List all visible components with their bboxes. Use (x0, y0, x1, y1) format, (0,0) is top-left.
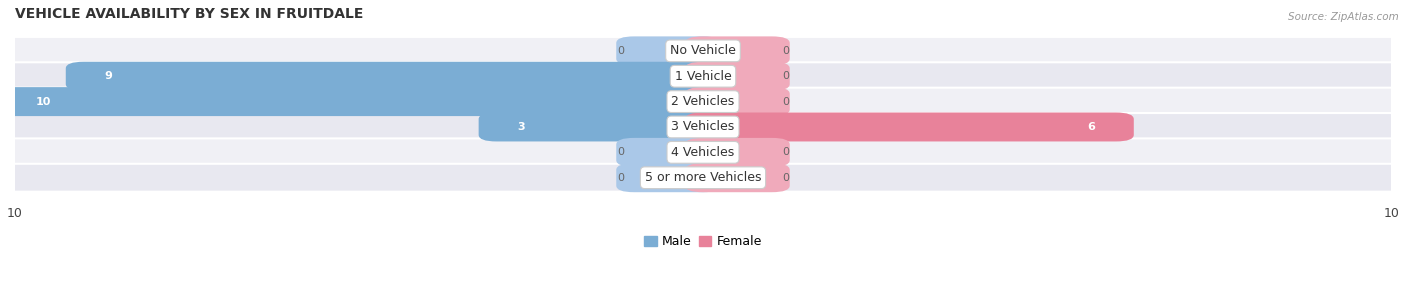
Text: 0: 0 (617, 147, 624, 157)
Text: 3: 3 (517, 122, 524, 132)
Text: 0: 0 (782, 97, 789, 107)
Text: 0: 0 (782, 147, 789, 157)
Text: 0: 0 (617, 173, 624, 183)
Text: 2 Vehicles: 2 Vehicles (672, 95, 734, 108)
FancyBboxPatch shape (616, 138, 721, 167)
Text: 4 Vehicles: 4 Vehicles (672, 146, 734, 159)
Legend: Male, Female: Male, Female (640, 230, 766, 253)
FancyBboxPatch shape (685, 113, 1133, 142)
Text: 0: 0 (782, 71, 789, 81)
Text: 0: 0 (782, 46, 789, 56)
Text: 1 Vehicle: 1 Vehicle (675, 70, 731, 83)
FancyBboxPatch shape (685, 62, 790, 91)
FancyBboxPatch shape (3, 164, 1403, 192)
Text: 0: 0 (782, 173, 789, 183)
FancyBboxPatch shape (3, 113, 1403, 141)
FancyBboxPatch shape (478, 113, 721, 142)
FancyBboxPatch shape (0, 87, 721, 116)
Text: 5 or more Vehicles: 5 or more Vehicles (645, 171, 761, 184)
FancyBboxPatch shape (685, 163, 790, 192)
FancyBboxPatch shape (3, 138, 1403, 166)
FancyBboxPatch shape (66, 62, 721, 91)
Text: 10: 10 (35, 97, 51, 107)
FancyBboxPatch shape (685, 87, 790, 116)
FancyBboxPatch shape (3, 62, 1403, 90)
FancyBboxPatch shape (685, 138, 790, 167)
Text: 9: 9 (104, 71, 112, 81)
FancyBboxPatch shape (616, 163, 721, 192)
FancyBboxPatch shape (685, 36, 790, 65)
Text: 6: 6 (1087, 122, 1095, 132)
FancyBboxPatch shape (3, 88, 1403, 116)
Text: 0: 0 (617, 46, 624, 56)
Text: VEHICLE AVAILABILITY BY SEX IN FRUITDALE: VEHICLE AVAILABILITY BY SEX IN FRUITDALE (15, 7, 363, 21)
Text: Source: ZipAtlas.com: Source: ZipAtlas.com (1288, 12, 1399, 22)
FancyBboxPatch shape (616, 36, 721, 65)
Text: No Vehicle: No Vehicle (671, 44, 735, 57)
Text: 3 Vehicles: 3 Vehicles (672, 120, 734, 134)
FancyBboxPatch shape (3, 37, 1403, 65)
